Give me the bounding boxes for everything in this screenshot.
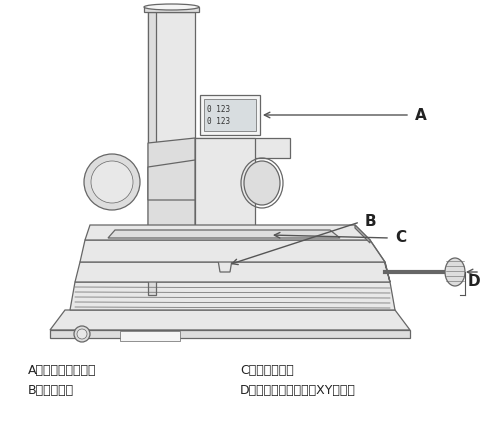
Text: D：载物台移动手柄（XY手柄）: D：载物台移动手柄（XY手柄） <box>240 384 356 396</box>
Text: B：接物透镜: B：接物透镜 <box>28 384 74 396</box>
Polygon shape <box>50 330 410 338</box>
Text: A: A <box>415 108 427 122</box>
Text: A：测量数据显示部: A：测量数据显示部 <box>28 364 97 377</box>
Polygon shape <box>144 7 199 12</box>
Bar <box>120 331 180 341</box>
Ellipse shape <box>74 326 90 342</box>
Polygon shape <box>108 230 340 238</box>
Polygon shape <box>211 230 239 248</box>
Text: C：可动载物台: C：可动载物台 <box>240 364 294 377</box>
Polygon shape <box>370 240 385 262</box>
Text: C: C <box>395 230 406 246</box>
Polygon shape <box>75 262 390 282</box>
Text: 0 123: 0 123 <box>207 104 230 114</box>
Polygon shape <box>70 282 395 310</box>
Ellipse shape <box>244 161 280 205</box>
Bar <box>204 99 256 131</box>
Polygon shape <box>218 260 232 272</box>
Text: D: D <box>468 274 481 289</box>
Ellipse shape <box>144 4 199 10</box>
Polygon shape <box>148 138 195 235</box>
Polygon shape <box>50 310 410 330</box>
Ellipse shape <box>445 258 465 286</box>
Polygon shape <box>385 262 390 282</box>
Polygon shape <box>195 138 255 230</box>
Ellipse shape <box>84 154 140 210</box>
Bar <box>200 95 260 135</box>
Polygon shape <box>85 225 370 240</box>
Text: 0 123: 0 123 <box>207 117 230 125</box>
Polygon shape <box>80 240 385 262</box>
Ellipse shape <box>91 161 133 203</box>
Ellipse shape <box>77 329 87 339</box>
Polygon shape <box>148 12 156 295</box>
Polygon shape <box>195 138 290 158</box>
Polygon shape <box>148 12 195 295</box>
Polygon shape <box>355 225 370 243</box>
Text: B: B <box>365 215 377 229</box>
Polygon shape <box>148 160 195 200</box>
Polygon shape <box>215 248 235 260</box>
